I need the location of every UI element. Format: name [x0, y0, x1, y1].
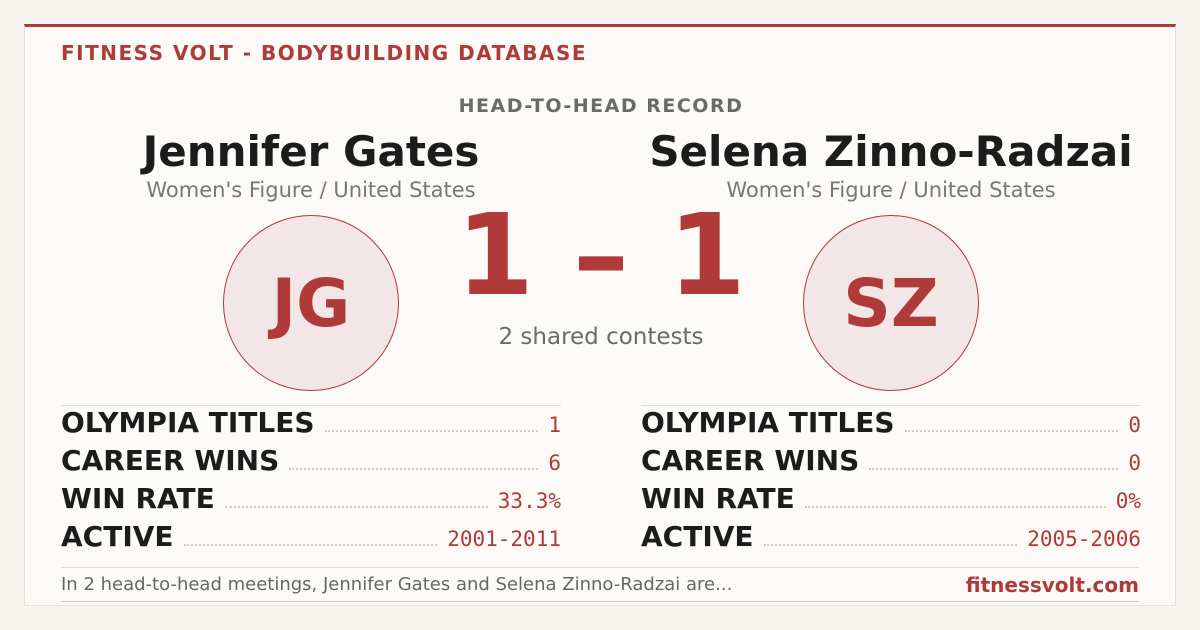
stats-table: OLYMPIA TITLES 0 CAREER WINS 0 WIN RATE 0% ACT…	[641, 405, 1141, 558]
athlete-division: Women's Figure / United States	[726, 178, 1056, 202]
leader	[324, 430, 539, 432]
footer-note: In 2 head-to-head meetings, Jennifer Gat…	[61, 574, 733, 595]
stat-value: 1	[548, 413, 561, 437]
score: 1 – 1	[456, 191, 746, 321]
leader	[904, 430, 1119, 432]
leader	[804, 506, 1106, 508]
brand: FITNESS VOLT - BODYBUILDING DATABASE	[61, 41, 588, 65]
stat-value: 0	[1128, 451, 1141, 475]
stats-table: OLYMPIA TITLES 1 CAREER WINS 6 WIN RATE 33.3%…	[61, 405, 561, 558]
leader	[763, 544, 1018, 546]
stat-row: WIN RATE 33.3%	[61, 482, 561, 520]
site-link[interactable]: fitnessvolt.com	[965, 572, 1139, 597]
athlete-name: Jennifer Gates	[142, 127, 480, 176]
stat-label: CAREER WINS	[61, 444, 280, 477]
stat-value: 0	[1128, 413, 1141, 437]
stat-row: ACTIVE 2001-2011	[61, 520, 561, 558]
stat-label: WIN RATE	[641, 482, 795, 515]
athlete-division: Women's Figure / United States	[146, 178, 476, 202]
stat-row: ACTIVE 2005-2006	[641, 520, 1141, 558]
stat-row: CAREER WINS 6	[61, 444, 561, 482]
stat-label: OLYMPIA TITLES	[61, 406, 315, 439]
stat-value: 6	[548, 451, 561, 475]
stat-row: WIN RATE 0%	[641, 482, 1141, 520]
stat-row: OLYMPIA TITLES 1	[61, 406, 561, 444]
leader	[183, 544, 438, 546]
stat-label: CAREER WINS	[641, 444, 860, 477]
stat-value: 2005-2006	[1027, 527, 1141, 551]
stat-value: 2001-2011	[447, 527, 561, 551]
leader	[869, 468, 1119, 470]
stat-label: OLYMPIA TITLES	[641, 406, 895, 439]
stat-row: CAREER WINS 0	[641, 444, 1141, 482]
stat-label: WIN RATE	[61, 482, 215, 515]
section-title: HEAD-TO-HEAD RECORD	[458, 95, 744, 117]
leader	[224, 506, 488, 508]
athlete-name: Selena Zinno-Radzai	[649, 127, 1133, 176]
stat-row: OLYMPIA TITLES 0	[641, 406, 1141, 444]
stat-value: 0%	[1115, 489, 1141, 513]
avatar: JG	[223, 215, 399, 391]
stat-label: ACTIVE	[641, 520, 754, 553]
shared-contests: 2 shared contests	[498, 324, 704, 350]
leader	[289, 468, 539, 470]
stat-label: ACTIVE	[61, 520, 174, 553]
stat-value: 33.3%	[497, 489, 561, 513]
card: FITNESS VOLT - BODYBUILDING DATABASE HEA…	[24, 24, 1176, 606]
avatar: SZ	[803, 215, 979, 391]
footer: In 2 head-to-head meetings, Jennifer Gat…	[61, 567, 1139, 602]
